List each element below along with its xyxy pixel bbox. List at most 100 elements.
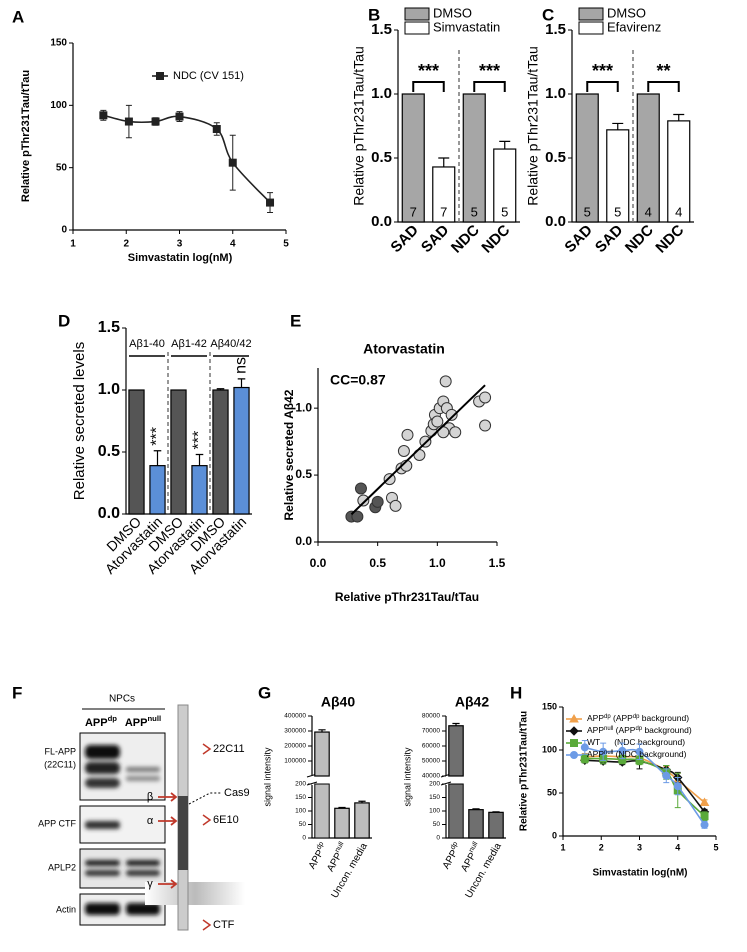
- legend-label: APPnull (APPdp background): [587, 725, 692, 735]
- band: [85, 870, 120, 876]
- point: [431, 415, 444, 428]
- chart-title: Atorvastatin: [363, 341, 445, 357]
- bands: [85, 745, 160, 915]
- bar: [575, 93, 599, 223]
- cas9-label: Cas9: [224, 787, 250, 799]
- axis-break: [440, 775, 506, 785]
- regression-line: [350, 384, 486, 516]
- text-part: (NDC background): [613, 749, 686, 759]
- panel-letter: B: [368, 5, 380, 24]
- legend-label: Simvastatin: [433, 19, 500, 34]
- x-tick-label: 1: [70, 239, 76, 250]
- x-tick-label: NDC: [622, 221, 657, 256]
- text-part: background): [639, 713, 689, 723]
- text-part: null: [468, 840, 480, 853]
- y-axis-label: Relative secreted levels: [71, 342, 88, 500]
- y-tick-label: 1.5: [98, 319, 120, 336]
- y-axis-label: signal intensity: [402, 747, 412, 807]
- marker: [212, 125, 221, 134]
- text-part: dp: [315, 841, 325, 851]
- point: [357, 494, 370, 507]
- x-tick-label: 4: [230, 239, 236, 250]
- text-part: null: [604, 726, 613, 732]
- panel-letter: G: [258, 683, 271, 702]
- text-part: APP: [440, 848, 460, 871]
- significance-label: ***: [191, 431, 208, 450]
- y-tick-label: 50: [433, 821, 441, 828]
- antibody-marker: [202, 743, 212, 931]
- lane-label: APPnull: [125, 714, 161, 729]
- y-tick-label: 400000: [284, 713, 306, 720]
- y-tick-label: 150: [542, 701, 557, 711]
- y-tick-label: 0.5: [371, 149, 392, 166]
- annotation: CC=0.87: [330, 372, 386, 388]
- y-tick-label: 1.5: [371, 21, 392, 38]
- bar: [212, 389, 229, 515]
- point: [371, 495, 384, 508]
- panel-letter: F: [12, 683, 22, 702]
- x-tick-label: 4: [675, 842, 680, 852]
- error-bar: [438, 157, 450, 167]
- x-tick-label: NDC: [448, 221, 483, 256]
- error-bar: [472, 808, 480, 810]
- bar: [314, 731, 330, 777]
- point: [351, 510, 364, 523]
- bar: [354, 802, 370, 839]
- blot-row-label: Actin: [56, 904, 76, 914]
- legend-label: NDC (CV 151): [173, 70, 244, 82]
- y-axis-label: Relative pThr231Tau/tTau: [519, 711, 530, 831]
- cas9-line: [188, 792, 222, 805]
- marker: [151, 117, 160, 126]
- count-label: 7: [410, 204, 417, 219]
- y-tick-label: 50: [56, 162, 68, 173]
- marker: [599, 747, 608, 756]
- point: [397, 444, 410, 457]
- panel-letter: D: [58, 311, 70, 330]
- y-axis-label: Relative pThr231Tau/tTau: [20, 70, 32, 202]
- text-part: (APP: [611, 713, 634, 723]
- y-tick-label: 150: [429, 794, 440, 801]
- text-part: APP: [125, 717, 148, 729]
- bar: [170, 389, 187, 515]
- panel-letter: E: [290, 311, 301, 330]
- y-tick-label: 1.0: [98, 381, 120, 398]
- bar: [334, 807, 350, 839]
- text-part: null: [334, 840, 346, 853]
- significance-label: **: [656, 61, 670, 81]
- y-tick-label: 300000: [284, 728, 306, 735]
- band: [85, 821, 120, 829]
- text-part: APP: [85, 717, 108, 729]
- legend-label: Efavirenz: [607, 19, 661, 34]
- group-label: Aβ1-42: [171, 338, 207, 350]
- text-part: WT (NDC background): [587, 737, 685, 747]
- bar: [462, 93, 486, 223]
- chart-title: Aβ42: [455, 694, 489, 710]
- x-tick-label: NDC: [652, 221, 687, 256]
- count-label: 5: [614, 204, 621, 219]
- abeta-region: [178, 796, 188, 870]
- legend-label: APPdp (APPdp background): [587, 713, 689, 723]
- y-tick-label: 40000: [422, 773, 440, 780]
- text-part: dp: [449, 841, 459, 851]
- point: [479, 391, 492, 404]
- legend-swatch: [578, 21, 604, 35]
- blot-row: [79, 732, 166, 801]
- marker: [580, 754, 589, 763]
- app-diagram: [145, 704, 245, 931]
- count-label: 7: [440, 204, 447, 219]
- blot-row-label: (22C11): [44, 759, 76, 769]
- band: [85, 860, 120, 866]
- y-tick-label: 0: [436, 835, 440, 842]
- error-bar: [452, 722, 460, 726]
- marker: [662, 771, 671, 780]
- x-tick-label: NDC: [478, 221, 513, 256]
- significance-bracket: [473, 81, 506, 92]
- y-tick-label: 0.5: [295, 467, 312, 481]
- legend-label: DMSO: [607, 5, 646, 20]
- count-label: 5: [501, 204, 508, 219]
- bar: [233, 386, 250, 515]
- y-tick-label: 0.0: [98, 505, 120, 522]
- y-tick-label: 150: [50, 38, 67, 49]
- bar: [191, 465, 208, 515]
